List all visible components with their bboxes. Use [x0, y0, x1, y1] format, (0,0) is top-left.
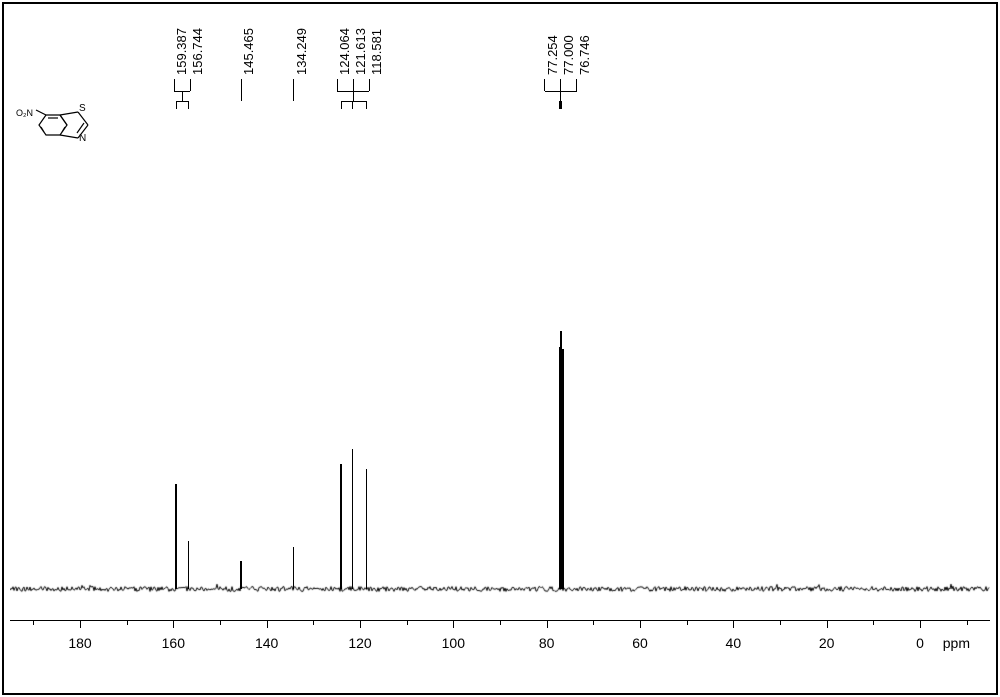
spectrum-plot [10, 335, 990, 595]
major-tick [547, 620, 548, 628]
major-tick [453, 620, 454, 628]
peak-ppm-label: 159.387 [174, 28, 189, 75]
label-tie-line [182, 91, 183, 101]
label-tie-line [352, 101, 353, 109]
label-tie-line [188, 101, 189, 109]
nmr-spectrum-figure: O₂N S N ppm [0, 0, 1000, 697]
peak [561, 349, 564, 589]
baseline-noise [10, 335, 990, 595]
peak-ppm-label: 77.000 [561, 35, 576, 75]
peak [175, 484, 177, 589]
minor-tick [407, 620, 408, 625]
peak-ppm-label: 156.744 [190, 28, 205, 75]
peak [188, 541, 190, 589]
peak [366, 469, 368, 589]
label-tie-line [560, 91, 561, 101]
tick-label: 160 [162, 635, 185, 651]
major-tick [360, 620, 361, 628]
label-tie-line [560, 79, 561, 91]
peak-ppm-label: 124.064 [337, 28, 352, 75]
tick-label: 100 [442, 635, 465, 651]
major-tick [640, 620, 641, 628]
label-tie-line [341, 101, 342, 109]
peak-ppm-label: 76.746 [577, 35, 592, 75]
peak [352, 449, 354, 589]
major-tick [827, 620, 828, 628]
label-tie-line [366, 101, 367, 109]
minor-tick [33, 620, 34, 625]
minor-tick [593, 620, 594, 625]
label-tie-line [561, 101, 562, 109]
major-tick [80, 620, 81, 628]
peak [340, 464, 342, 589]
label-tie-line [353, 79, 354, 91]
tick-label: 20 [819, 635, 835, 651]
label-bracket [176, 101, 188, 102]
x-axis: ppm 020406080100120140160180 [10, 620, 990, 621]
label-bracket [341, 101, 367, 102]
label-tie-line [576, 79, 577, 91]
label-tie-line [190, 79, 191, 91]
minor-tick [220, 620, 221, 625]
tick-label: 140 [255, 635, 278, 651]
minor-tick [967, 620, 968, 625]
minor-tick [687, 620, 688, 625]
label-tie-line [176, 101, 177, 109]
molecule-s-label: S [79, 103, 86, 114]
peak-ppm-label: 134.249 [294, 28, 309, 75]
peak-ppm-label: 121.613 [353, 28, 368, 75]
molecule-svg [18, 105, 108, 145]
label-tie-line [544, 79, 545, 91]
label-tie-line [241, 79, 242, 101]
peak [293, 547, 295, 589]
major-tick [920, 620, 921, 628]
peak-ppm-label: 77.254 [545, 35, 560, 75]
tick-label: 0 [916, 635, 924, 651]
label-tie-line [337, 79, 338, 91]
major-tick [267, 620, 268, 628]
peak-ppm-label: 145.465 [241, 28, 256, 75]
peak-ppm-label: 118.581 [369, 29, 384, 75]
tick-label: 80 [539, 635, 555, 651]
x-axis-unit: ppm [943, 635, 970, 651]
minor-tick [873, 620, 874, 625]
label-tie-line [174, 79, 175, 91]
minor-tick [780, 620, 781, 625]
tick-label: 120 [348, 635, 371, 651]
label-tie-line [293, 79, 294, 101]
molecule-n-label: N [79, 133, 86, 144]
label-tie-line [369, 79, 370, 91]
label-bracket [559, 101, 561, 102]
minor-tick [500, 620, 501, 625]
peak [240, 561, 242, 589]
tick-label: 60 [632, 635, 648, 651]
tick-label: 180 [68, 635, 91, 651]
minor-tick [127, 620, 128, 625]
major-tick [733, 620, 734, 628]
tick-label: 40 [726, 635, 742, 651]
major-tick [173, 620, 174, 628]
minor-tick [313, 620, 314, 625]
label-tie-line [353, 91, 354, 101]
